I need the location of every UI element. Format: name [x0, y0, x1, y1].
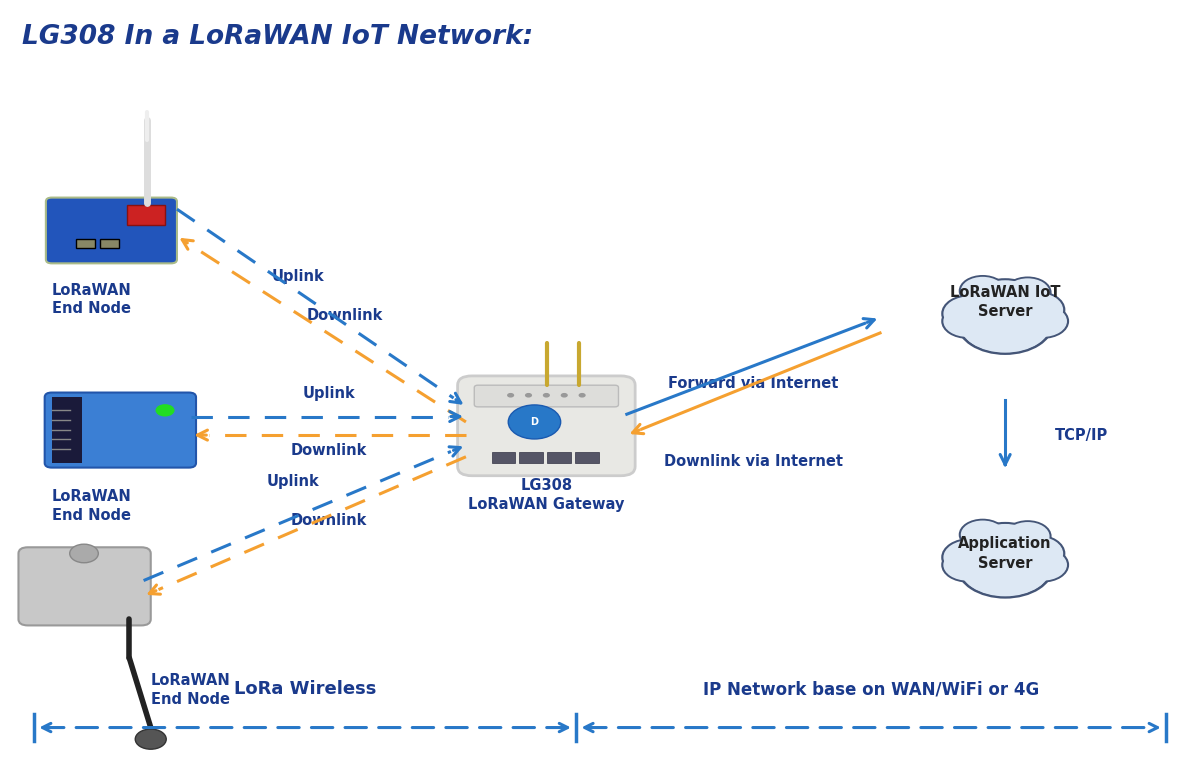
Text: LG308 In a LoRaWAN IoT Network:: LG308 In a LoRaWAN IoT Network:: [22, 23, 533, 49]
Text: Forward via Internet: Forward via Internet: [668, 376, 839, 391]
Circle shape: [509, 405, 560, 439]
Circle shape: [970, 280, 1040, 325]
Circle shape: [961, 521, 1004, 549]
Circle shape: [943, 549, 992, 581]
Circle shape: [1009, 536, 1063, 571]
Circle shape: [1018, 549, 1068, 581]
Circle shape: [971, 524, 1039, 568]
Text: Uplink: Uplink: [302, 386, 355, 401]
Text: LoRa Wireless: LoRa Wireless: [234, 680, 377, 698]
FancyBboxPatch shape: [547, 452, 571, 464]
FancyBboxPatch shape: [457, 376, 635, 475]
Text: LoRaWAN
End Node: LoRaWAN End Node: [151, 673, 230, 707]
Text: LoRaWAN
End Node: LoRaWAN End Node: [52, 490, 132, 523]
Text: Downlink via Internet: Downlink via Internet: [664, 454, 842, 469]
Circle shape: [960, 520, 1006, 549]
FancyBboxPatch shape: [46, 198, 176, 264]
FancyBboxPatch shape: [100, 239, 119, 248]
Circle shape: [958, 292, 1052, 353]
Circle shape: [1006, 522, 1050, 551]
Circle shape: [578, 393, 586, 397]
Circle shape: [1009, 292, 1063, 327]
Circle shape: [542, 393, 550, 397]
FancyBboxPatch shape: [44, 393, 196, 468]
Circle shape: [1009, 292, 1064, 328]
Text: IP Network base on WAN/WiFi or 4G: IP Network base on WAN/WiFi or 4G: [703, 680, 1039, 698]
FancyBboxPatch shape: [18, 547, 151, 626]
Circle shape: [1006, 278, 1050, 307]
Circle shape: [971, 280, 1039, 325]
Circle shape: [1006, 522, 1050, 551]
Circle shape: [943, 296, 997, 331]
Text: LoRaWAN
End Node: LoRaWAN End Node: [52, 282, 132, 316]
Text: Uplink: Uplink: [266, 475, 319, 490]
Text: Downlink: Downlink: [290, 443, 367, 458]
Text: Downlink: Downlink: [307, 308, 384, 323]
Circle shape: [943, 296, 997, 332]
Text: LoRaWAN IoT
Server: LoRaWAN IoT Server: [950, 285, 1061, 319]
Circle shape: [943, 540, 997, 576]
Circle shape: [970, 523, 1040, 569]
FancyBboxPatch shape: [474, 386, 618, 407]
Circle shape: [1009, 536, 1064, 572]
FancyBboxPatch shape: [575, 452, 599, 464]
Text: LG308
LoRaWAN Gateway: LG308 LoRaWAN Gateway: [468, 478, 624, 511]
FancyBboxPatch shape: [492, 452, 515, 464]
Circle shape: [1019, 306, 1067, 337]
Text: Application
Server: Application Server: [959, 536, 1052, 571]
Circle shape: [958, 536, 1052, 597]
Circle shape: [943, 549, 992, 581]
Circle shape: [1019, 549, 1067, 581]
Circle shape: [156, 404, 174, 417]
FancyBboxPatch shape: [52, 397, 82, 463]
FancyBboxPatch shape: [76, 239, 95, 248]
Circle shape: [959, 292, 1051, 353]
Circle shape: [1006, 278, 1050, 307]
Circle shape: [524, 393, 532, 397]
Circle shape: [508, 393, 515, 397]
Circle shape: [943, 540, 997, 575]
Circle shape: [70, 544, 98, 563]
Circle shape: [560, 393, 568, 397]
Text: D: D: [530, 417, 539, 427]
Circle shape: [136, 729, 167, 749]
Circle shape: [1018, 305, 1068, 337]
Circle shape: [943, 306, 992, 337]
Circle shape: [961, 277, 1004, 305]
Text: Uplink: Uplink: [271, 269, 324, 285]
FancyBboxPatch shape: [127, 206, 166, 224]
Text: TCP/IP: TCP/IP: [1055, 428, 1109, 443]
FancyBboxPatch shape: [520, 452, 544, 464]
Circle shape: [959, 536, 1051, 597]
Text: Downlink: Downlink: [290, 513, 367, 528]
Circle shape: [943, 305, 992, 337]
Circle shape: [960, 276, 1006, 306]
